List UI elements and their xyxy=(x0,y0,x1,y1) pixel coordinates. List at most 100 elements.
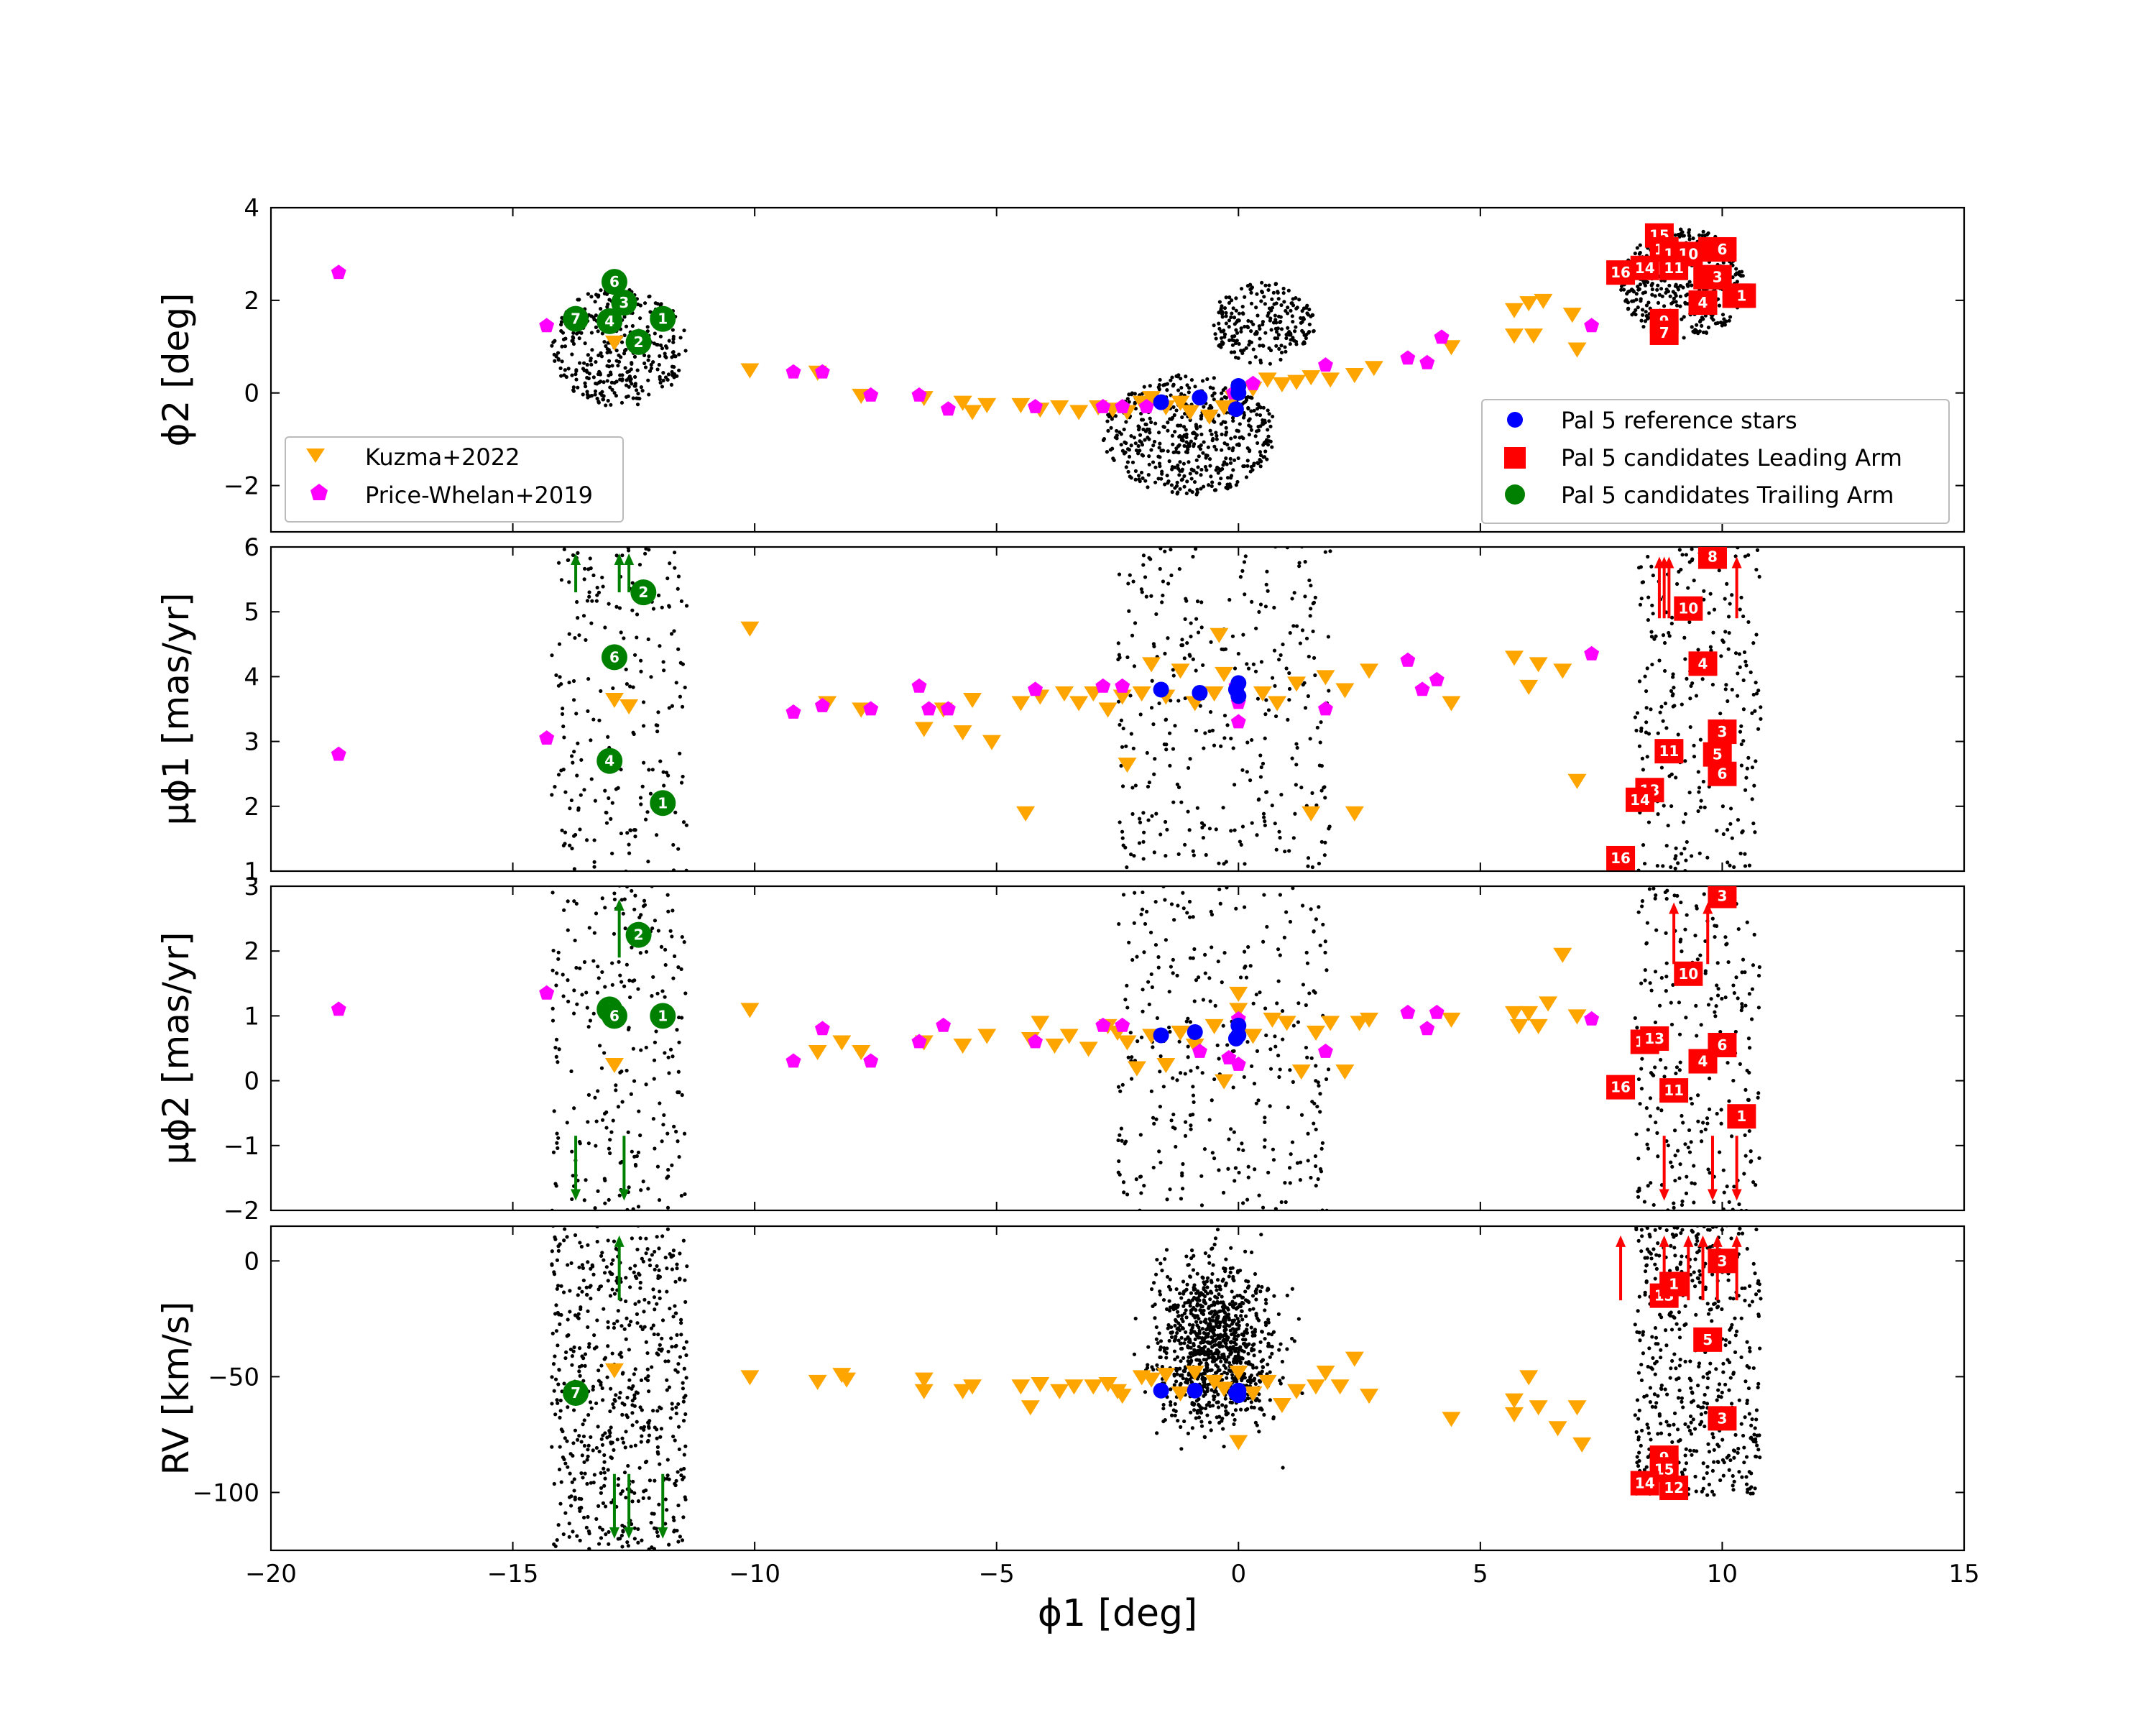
background-star xyxy=(1682,336,1686,340)
background-star xyxy=(1283,850,1287,854)
background-star xyxy=(1240,305,1245,309)
background-star xyxy=(1634,298,1639,302)
background-star xyxy=(1176,1338,1181,1343)
background-star xyxy=(633,1162,638,1167)
background-star xyxy=(603,906,607,910)
background-star xyxy=(1194,423,1198,427)
background-star xyxy=(642,1425,647,1429)
background-star xyxy=(1726,647,1731,651)
background-star xyxy=(1152,1121,1156,1126)
background-star xyxy=(1266,1362,1270,1366)
background-star xyxy=(586,376,591,381)
background-star xyxy=(1643,543,1646,546)
background-star xyxy=(1204,1279,1210,1284)
background-star xyxy=(1139,1191,1143,1195)
background-star xyxy=(1254,331,1259,336)
background-star xyxy=(612,891,617,896)
background-star xyxy=(589,356,593,361)
background-star xyxy=(579,1244,584,1249)
background-star xyxy=(1714,924,1719,928)
background-star xyxy=(1619,284,1624,289)
background-star xyxy=(1718,1150,1722,1154)
background-star xyxy=(667,1542,671,1547)
background-star xyxy=(1246,1175,1250,1179)
background-star xyxy=(1132,664,1137,668)
background-star xyxy=(607,796,611,801)
background-star xyxy=(1319,788,1324,793)
background-star xyxy=(637,1273,642,1277)
background-star xyxy=(1250,1294,1256,1298)
background-star xyxy=(666,1167,671,1172)
background-star xyxy=(1212,323,1216,328)
background-star xyxy=(1727,1099,1731,1103)
background-star xyxy=(1198,704,1202,708)
background-star xyxy=(1189,477,1194,481)
background-star xyxy=(1208,1328,1212,1332)
background-star xyxy=(1189,621,1193,625)
background-star xyxy=(1249,329,1253,334)
background-star xyxy=(592,931,596,935)
background-star xyxy=(609,402,613,407)
background-star xyxy=(1245,1328,1249,1332)
background-star xyxy=(1143,479,1148,483)
background-star xyxy=(1231,860,1235,864)
background-star xyxy=(669,382,674,387)
background-star xyxy=(1686,586,1690,590)
background-star xyxy=(1232,458,1237,462)
background-star xyxy=(1738,665,1742,669)
background-star xyxy=(611,686,615,691)
background-star xyxy=(1731,983,1736,988)
background-star xyxy=(1206,1348,1210,1352)
background-star xyxy=(1266,873,1270,877)
background-star xyxy=(1244,1384,1249,1388)
background-star xyxy=(672,954,677,958)
background-star xyxy=(677,368,681,372)
background-star xyxy=(1721,1168,1726,1172)
background-star xyxy=(635,1391,640,1395)
background-star xyxy=(1235,1327,1239,1332)
background-star xyxy=(683,1300,688,1305)
background-star xyxy=(1303,560,1307,564)
background-star xyxy=(1205,1276,1210,1280)
background-star xyxy=(1185,479,1189,484)
background-star xyxy=(588,1284,592,1289)
background-star xyxy=(1203,971,1207,975)
background-star xyxy=(1633,251,1637,256)
background-star xyxy=(1267,346,1271,351)
background-star xyxy=(1235,1294,1240,1298)
background-star xyxy=(625,682,630,686)
background-star xyxy=(1322,853,1327,857)
background-star xyxy=(1137,841,1142,845)
background-star xyxy=(1176,1418,1180,1423)
background-star xyxy=(586,1092,591,1097)
background-star xyxy=(1248,877,1251,880)
background-star xyxy=(670,934,674,939)
background-star xyxy=(1192,1330,1197,1334)
background-star xyxy=(596,1425,600,1429)
background-star xyxy=(618,1537,622,1541)
background-star xyxy=(665,1508,669,1512)
background-star xyxy=(1661,719,1665,723)
background-star xyxy=(614,349,619,353)
background-star xyxy=(623,366,627,370)
background-star xyxy=(1323,1236,1327,1239)
background-star xyxy=(1194,1333,1199,1337)
background-star xyxy=(1677,877,1681,880)
background-star xyxy=(1181,1368,1186,1374)
background-star xyxy=(1204,1403,1210,1407)
background-star xyxy=(1208,385,1212,390)
background-star xyxy=(1276,1312,1281,1317)
background-star xyxy=(1276,979,1281,983)
background-star xyxy=(1309,1175,1313,1180)
background-star xyxy=(613,1399,617,1403)
background-star xyxy=(1171,673,1176,678)
background-star xyxy=(605,364,609,368)
background-star xyxy=(644,1082,648,1087)
background-star xyxy=(1238,1361,1243,1365)
background-star xyxy=(1224,1412,1228,1417)
background-star xyxy=(1738,1062,1742,1067)
background-star xyxy=(1270,305,1275,310)
background-star xyxy=(1240,768,1245,773)
background-star xyxy=(1309,528,1313,531)
background-star xyxy=(1222,1363,1226,1368)
